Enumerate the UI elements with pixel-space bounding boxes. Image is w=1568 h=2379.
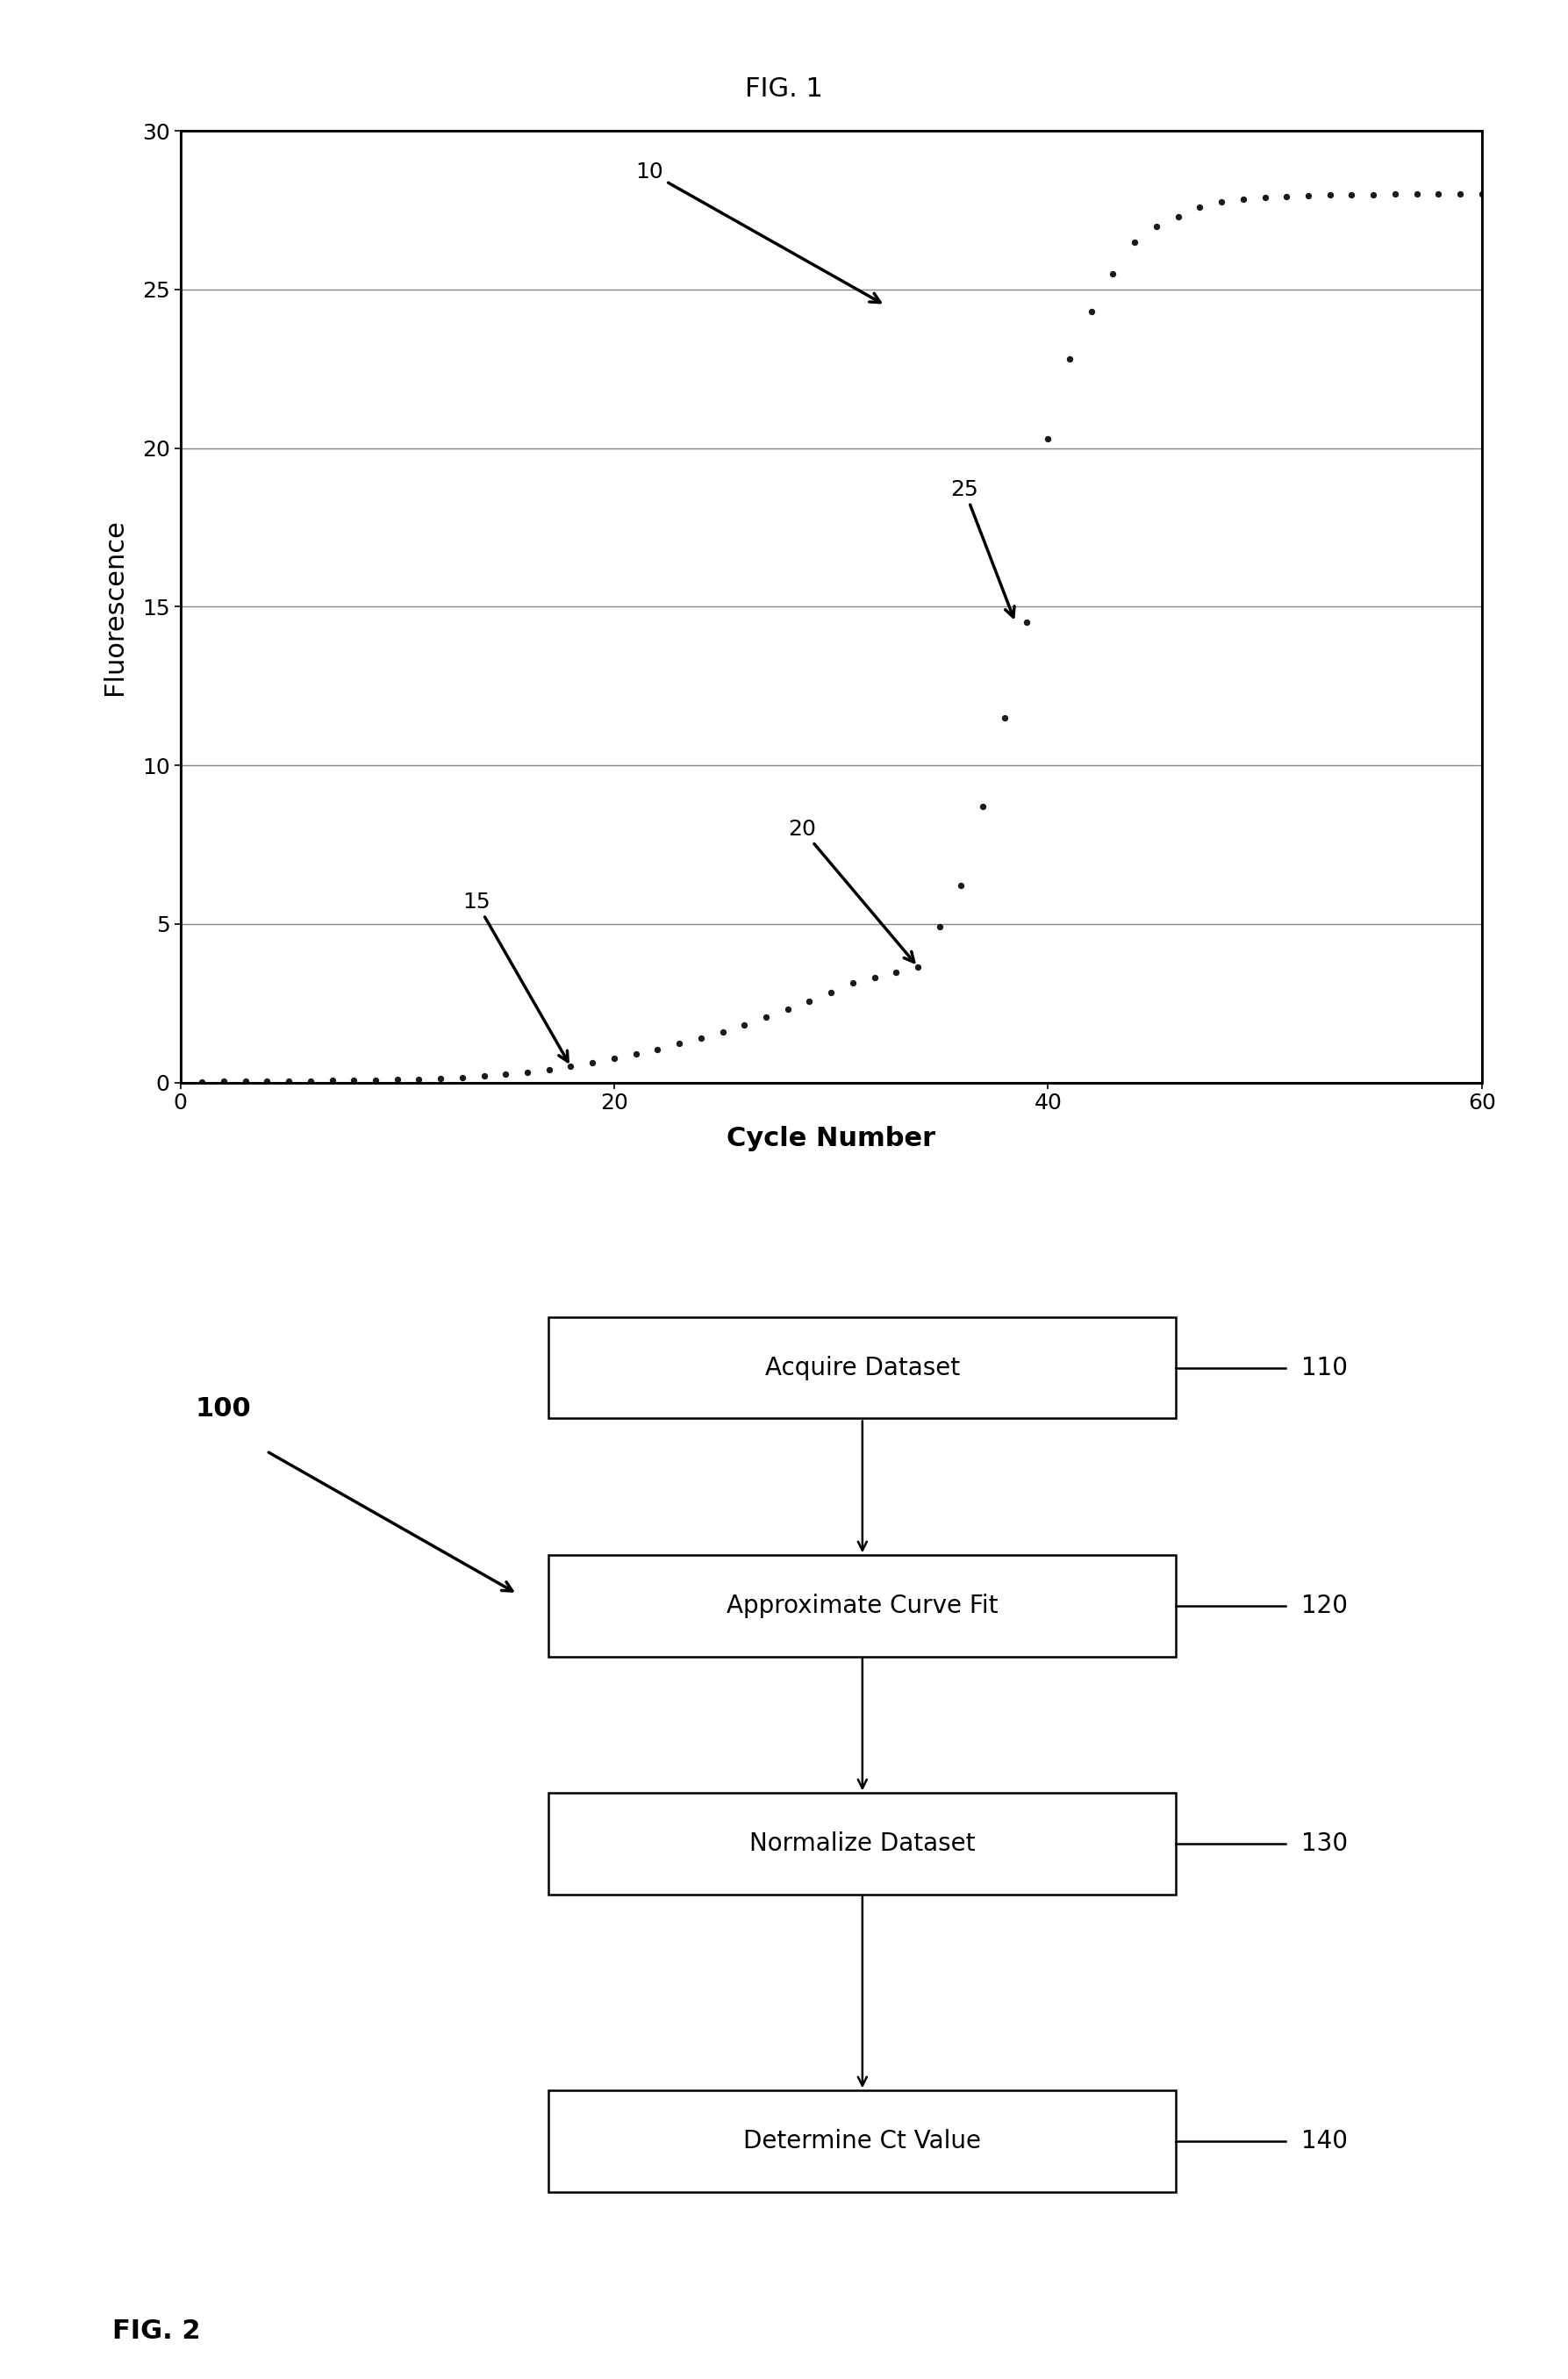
Point	[666, 1025, 691, 1063]
Text: 110: 110	[1301, 1356, 1348, 1380]
Point	[818, 973, 844, 1011]
Point	[1405, 176, 1430, 214]
Point	[1014, 604, 1040, 642]
Text: Acquire Dataset: Acquire Dataset	[765, 1356, 960, 1380]
Point	[580, 1044, 605, 1082]
Point	[492, 1056, 517, 1094]
FancyBboxPatch shape	[549, 1556, 1176, 1656]
Point	[342, 1061, 367, 1099]
Point	[536, 1052, 561, 1090]
Point	[450, 1059, 475, 1097]
Point	[1317, 176, 1342, 214]
Point	[1079, 293, 1104, 331]
Point	[514, 1054, 539, 1092]
Point	[1035, 419, 1060, 457]
Point	[732, 1006, 757, 1044]
Point	[1231, 181, 1256, 219]
Point	[1469, 176, 1494, 214]
Point	[1187, 188, 1212, 226]
Point	[797, 983, 822, 1021]
Point	[472, 1056, 497, 1094]
Point	[1383, 176, 1408, 214]
Point	[558, 1047, 583, 1085]
Point	[927, 909, 952, 947]
Text: 25: 25	[950, 478, 1014, 616]
Point	[254, 1061, 279, 1099]
Point	[364, 1061, 389, 1099]
Text: 100: 100	[194, 1396, 251, 1420]
Point	[644, 1030, 670, 1068]
Point	[1273, 178, 1298, 216]
Text: 140: 140	[1301, 2129, 1348, 2153]
Point	[1209, 183, 1234, 221]
Point	[298, 1061, 323, 1099]
Text: FIG. 2: FIG. 2	[113, 2320, 201, 2343]
Point	[971, 787, 996, 826]
Point	[320, 1061, 345, 1099]
Point	[384, 1061, 409, 1099]
Point	[190, 1063, 215, 1101]
Point	[949, 866, 974, 904]
Text: Determine Ct Value: Determine Ct Value	[743, 2129, 982, 2153]
Point	[1253, 178, 1278, 216]
Text: 20: 20	[787, 818, 914, 961]
Text: Normalize Dataset: Normalize Dataset	[750, 1832, 975, 1856]
Point	[688, 1018, 713, 1056]
X-axis label: Cycle Number: Cycle Number	[726, 1125, 936, 1151]
Point	[1165, 197, 1190, 236]
Text: 10: 10	[637, 162, 880, 302]
Point	[624, 1035, 649, 1073]
Y-axis label: Fluorescence: Fluorescence	[102, 519, 127, 695]
Point	[884, 954, 909, 992]
Point	[905, 947, 930, 985]
Point	[212, 1063, 237, 1101]
Text: Approximate Curve Fit: Approximate Curve Fit	[726, 1594, 999, 1618]
Point	[428, 1059, 453, 1097]
Point	[1123, 224, 1148, 262]
Point	[1145, 207, 1170, 245]
Point	[993, 699, 1018, 737]
Point	[840, 963, 866, 1002]
Point	[862, 959, 887, 997]
FancyBboxPatch shape	[549, 1794, 1176, 1894]
Text: 130: 130	[1301, 1832, 1348, 1856]
Point	[406, 1061, 431, 1099]
FancyBboxPatch shape	[549, 2091, 1176, 2191]
Point	[1361, 176, 1386, 214]
Point	[754, 999, 779, 1037]
Point	[602, 1040, 627, 1078]
Point	[276, 1061, 301, 1099]
Point	[1425, 176, 1450, 214]
FancyBboxPatch shape	[549, 1318, 1176, 1418]
Point	[1295, 176, 1320, 214]
Point	[1057, 340, 1082, 378]
Point	[710, 1013, 735, 1052]
Point	[234, 1063, 259, 1101]
Text: 15: 15	[463, 892, 568, 1061]
Text: 120: 120	[1301, 1594, 1348, 1618]
Point	[775, 990, 800, 1028]
Point	[1447, 176, 1472, 214]
Point	[1339, 176, 1364, 214]
Text: FIG. 1: FIG. 1	[745, 76, 823, 102]
Point	[1101, 255, 1126, 293]
